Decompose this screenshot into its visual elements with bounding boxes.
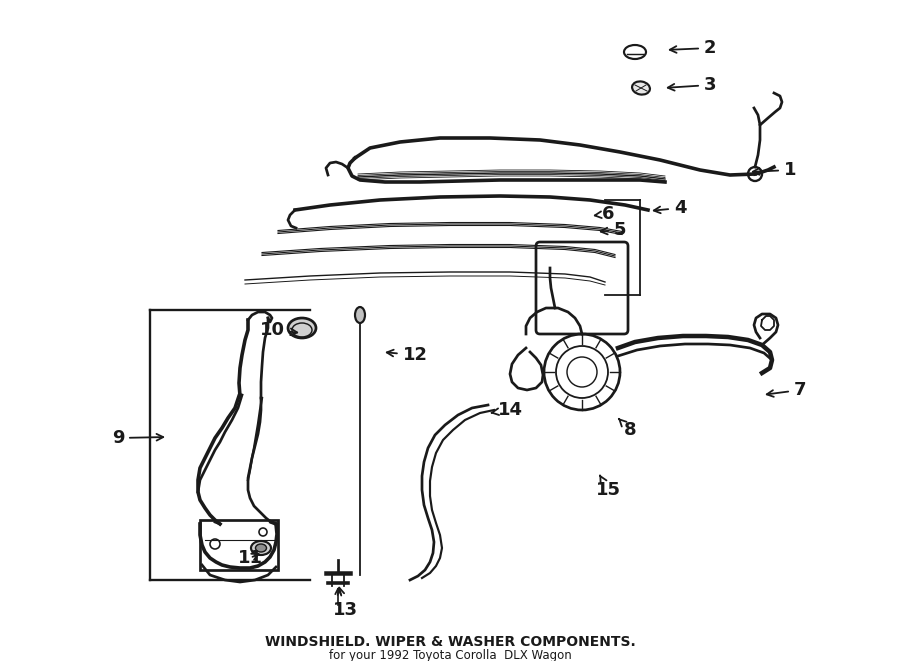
Text: 15: 15 [596, 475, 620, 499]
Text: 14: 14 [491, 401, 523, 419]
Ellipse shape [288, 318, 316, 338]
Text: 2: 2 [670, 39, 716, 57]
Text: 11: 11 [238, 549, 263, 567]
Text: 7: 7 [767, 381, 806, 399]
Text: 10: 10 [259, 321, 297, 339]
Ellipse shape [256, 544, 266, 552]
Text: 9: 9 [112, 429, 163, 447]
Text: for your 1992 Toyota Corolla  DLX Wagon: for your 1992 Toyota Corolla DLX Wagon [328, 648, 572, 661]
Ellipse shape [632, 81, 650, 95]
Text: 12: 12 [387, 346, 428, 364]
Text: 5: 5 [601, 221, 626, 239]
Text: 3: 3 [668, 76, 716, 94]
Text: 4: 4 [653, 199, 686, 217]
Text: 6: 6 [595, 205, 614, 223]
Text: 8: 8 [619, 419, 636, 439]
Ellipse shape [355, 307, 365, 323]
Text: 13: 13 [332, 588, 357, 619]
Ellipse shape [251, 541, 271, 555]
Text: 1: 1 [752, 161, 796, 179]
Text: WINDSHIELD. WIPER & WASHER COMPONENTS.: WINDSHIELD. WIPER & WASHER COMPONENTS. [265, 635, 635, 649]
